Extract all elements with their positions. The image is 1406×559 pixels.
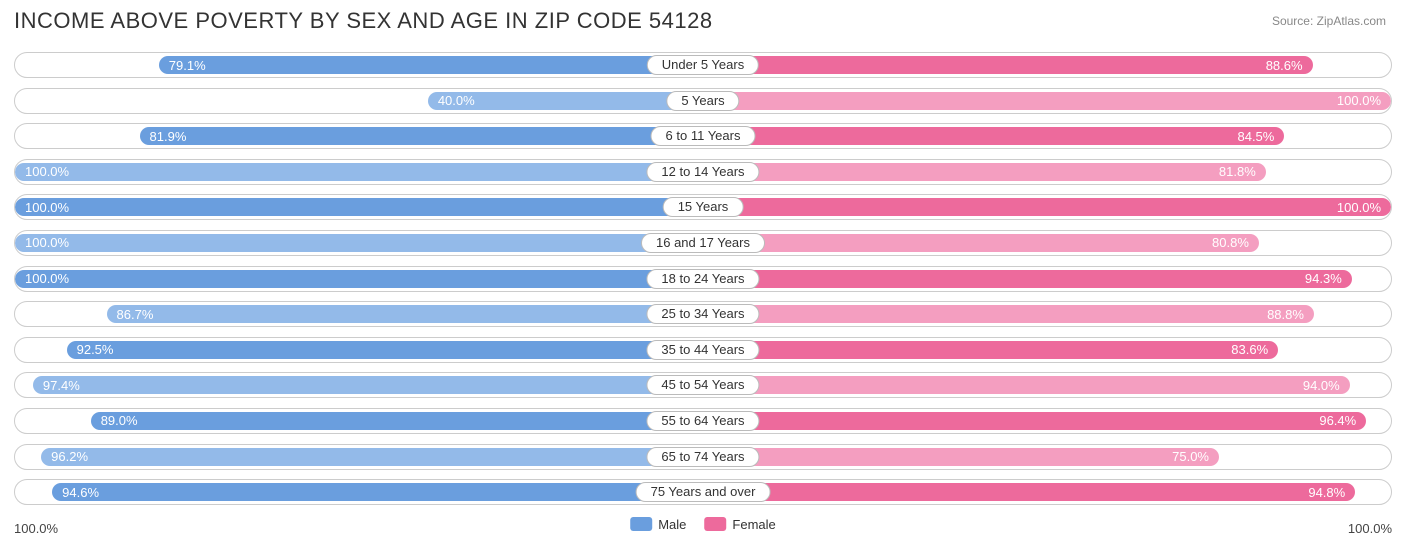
female-value-label: 94.0% (1303, 378, 1340, 393)
female-bar: 81.8% (703, 163, 1266, 181)
female-bar: 94.0% (703, 376, 1350, 394)
category-label: Under 5 Years (647, 55, 759, 75)
chart-row: 100.0% 80.8% 16 and 17 Years (14, 230, 1392, 256)
female-value-label: 81.8% (1219, 164, 1256, 179)
male-value-label: 94.6% (62, 485, 99, 500)
female-value-label: 75.0% (1172, 449, 1209, 464)
male-value-label: 40.0% (438, 93, 475, 108)
male-value-label: 100.0% (25, 235, 69, 250)
chart-row: 100.0% 100.0% 15 Years (14, 194, 1392, 220)
male-value-label: 100.0% (25, 164, 69, 179)
legend-male-label: Male (658, 517, 686, 532)
female-value-label: 84.5% (1237, 129, 1274, 144)
category-label: 6 to 11 Years (651, 126, 756, 146)
axis-label-right: 100.0% (1348, 521, 1392, 536)
category-label: 65 to 74 Years (646, 447, 759, 467)
chart-source: Source: ZipAtlas.com (1272, 8, 1392, 28)
chart-row: 94.6% 94.8% 75 Years and over (14, 479, 1392, 505)
female-value-label: 88.6% (1266, 58, 1303, 73)
chart-row: 81.9% 84.5% 6 to 11 Years (14, 123, 1392, 149)
category-label: 18 to 24 Years (646, 269, 759, 289)
category-label: 5 Years (666, 91, 739, 111)
male-value-label: 81.9% (150, 129, 187, 144)
female-value-label: 88.8% (1267, 307, 1304, 322)
chart-footer: 100.0% Male Female 100.0% (14, 515, 1392, 545)
female-bar: 88.6% (703, 56, 1313, 74)
chart-row: 79.1% 88.6% Under 5 Years (14, 52, 1392, 78)
male-bar: 100.0% (15, 234, 703, 252)
male-bar: 97.4% (33, 376, 703, 394)
category-label: 75 Years and over (636, 482, 771, 502)
female-bar: 80.8% (703, 234, 1259, 252)
male-bar: 86.7% (107, 305, 703, 323)
female-bar: 83.6% (703, 341, 1278, 359)
chart-header: INCOME ABOVE POVERTY BY SEX AND AGE IN Z… (14, 8, 1392, 34)
category-label: 55 to 64 Years (646, 411, 759, 431)
chart-area: 79.1% 88.6% Under 5 Years 40.0% 100.0% 5 Year… (14, 52, 1392, 505)
legend-female: Female (704, 517, 775, 532)
male-bar: 81.9% (140, 127, 703, 145)
chart-title: INCOME ABOVE POVERTY BY SEX AND AGE IN Z… (14, 8, 713, 34)
chart-row: 40.0% 100.0% 5 Years (14, 88, 1392, 114)
female-value-label: 100.0% (1337, 200, 1381, 215)
male-value-label: 79.1% (169, 58, 206, 73)
male-bar: 96.2% (41, 448, 703, 466)
male-bar: 100.0% (15, 163, 703, 181)
chart-row: 100.0% 81.8% 12 to 14 Years (14, 159, 1392, 185)
female-value-label: 96.4% (1319, 413, 1356, 428)
chart-row: 96.2% 75.0% 65 to 74 Years (14, 444, 1392, 470)
male-value-label: 97.4% (43, 378, 80, 393)
female-bar: 94.3% (703, 270, 1352, 288)
chart-row: 86.7% 88.8% 25 to 34 Years (14, 301, 1392, 327)
male-value-label: 100.0% (25, 200, 69, 215)
male-bar: 92.5% (67, 341, 703, 359)
male-value-label: 89.0% (101, 413, 138, 428)
male-value-label: 100.0% (25, 271, 69, 286)
chart-row: 92.5% 83.6% 35 to 44 Years (14, 337, 1392, 363)
female-value-label: 83.6% (1231, 342, 1268, 357)
category-label: 16 and 17 Years (641, 233, 765, 253)
male-bar: 89.0% (91, 412, 703, 430)
chart-row: 100.0% 94.3% 18 to 24 Years (14, 266, 1392, 292)
female-bar: 75.0% (703, 448, 1219, 466)
male-bar: 79.1% (159, 56, 703, 74)
category-label: 45 to 54 Years (646, 375, 759, 395)
female-bar: 84.5% (703, 127, 1284, 145)
female-bar: 100.0% (703, 92, 1391, 110)
male-bar: 100.0% (15, 270, 703, 288)
category-label: 35 to 44 Years (646, 340, 759, 360)
chart-row: 97.4% 94.0% 45 to 54 Years (14, 372, 1392, 398)
category-label: 15 Years (663, 197, 744, 217)
female-value-label: 94.8% (1308, 485, 1345, 500)
category-label: 25 to 34 Years (646, 304, 759, 324)
male-bar: 94.6% (52, 483, 703, 501)
male-value-label: 92.5% (77, 342, 114, 357)
male-bar: 100.0% (15, 198, 703, 216)
female-bar: 96.4% (703, 412, 1366, 430)
axis-label-left: 100.0% (14, 521, 58, 536)
female-bar: 88.8% (703, 305, 1314, 323)
female-value-label: 100.0% (1337, 93, 1381, 108)
female-bar: 94.8% (703, 483, 1355, 501)
legend-male-swatch (630, 517, 652, 531)
male-bar: 40.0% (428, 92, 703, 110)
legend-male: Male (630, 517, 686, 532)
female-value-label: 80.8% (1212, 235, 1249, 250)
male-value-label: 96.2% (51, 449, 88, 464)
category-label: 12 to 14 Years (646, 162, 759, 182)
female-value-label: 94.3% (1305, 271, 1342, 286)
legend-female-label: Female (732, 517, 775, 532)
female-bar: 100.0% (703, 198, 1391, 216)
chart-row: 89.0% 96.4% 55 to 64 Years (14, 408, 1392, 434)
male-value-label: 86.7% (117, 307, 154, 322)
chart-legend: Male Female (630, 517, 776, 532)
legend-female-swatch (704, 517, 726, 531)
